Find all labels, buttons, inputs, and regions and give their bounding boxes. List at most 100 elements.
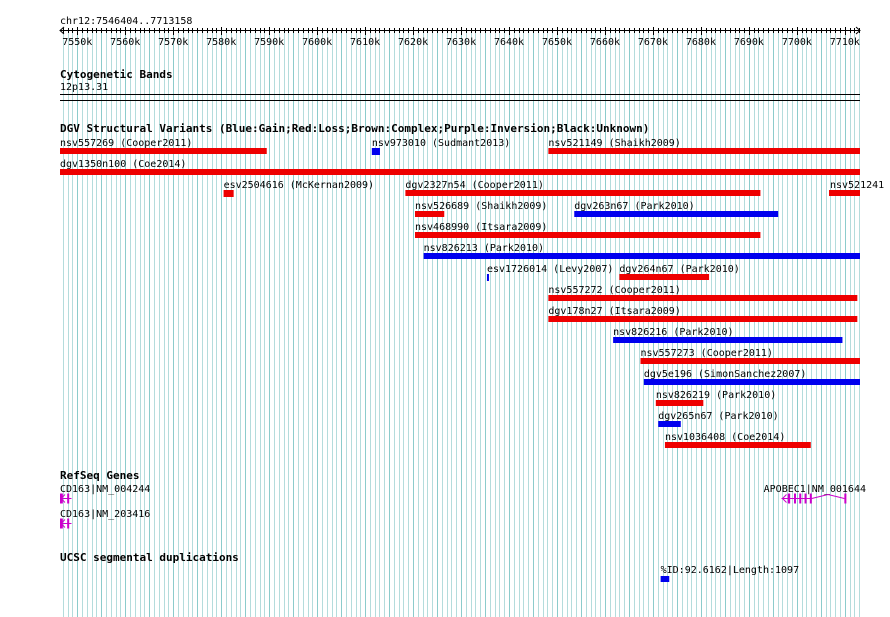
- variant-label: nsv826219 (Park2010): [656, 390, 776, 401]
- loss-variant-bar: [655, 400, 704, 406]
- loss-variant-bar: [548, 148, 860, 154]
- ruler-tick-label: 7550k: [62, 37, 92, 48]
- variant-label: dgv2327n54 (Cooper2011): [405, 180, 543, 191]
- ruler-tick-label: 7580k: [206, 37, 236, 48]
- structural-variant: nsv521149 (Shaikh2009): [548, 138, 860, 154]
- refseq-track-title: RefSeq Genes: [60, 469, 139, 482]
- gain-variant-bar: [371, 148, 380, 155]
- ruler-tick-label: 7590k: [254, 37, 284, 48]
- loss-variant-bar: [60, 169, 860, 175]
- structural-variant: nsv468990 (Itsara2009): [414, 222, 761, 238]
- loss-variant-bar: [223, 190, 234, 197]
- variant-label: dgv265n67 (Park2010): [658, 411, 778, 422]
- variant-label: dgv264n67 (Park2010): [619, 264, 739, 275]
- variant-label: dgv1350n100 (Coe2014): [60, 159, 186, 170]
- structural-variant: nsv1036408 (Coe2014): [664, 432, 811, 448]
- gene-exon: [67, 493, 70, 504]
- position-label: chr12:7546404..7713158: [60, 16, 192, 27]
- structural-variant: dgv5e196 (SimonSanchez2007): [643, 369, 860, 385]
- ruler-tick-label: 7690k: [734, 37, 764, 48]
- gene-label: APOBEC1|NM_001644: [764, 484, 866, 495]
- loss-variant-bar: [640, 358, 860, 364]
- loss-variant-bar: [405, 190, 761, 196]
- structural-variant: nsv526689 (Shaikh2009): [414, 201, 547, 217]
- gene-model: APOBEC1|NM_001644: [764, 484, 866, 504]
- loss-variant-bar: [548, 316, 858, 322]
- background-grid: [63, 30, 860, 617]
- cytoband-track: Cytogenetic Bands 12p13.31: [60, 68, 860, 101]
- structural-variant: nsv557273 (Cooper2011): [640, 348, 860, 364]
- ruler-tick-label: 7620k: [398, 37, 428, 48]
- gene-model: CD163|NM_203416: [60, 509, 150, 529]
- gene-exon: [67, 518, 70, 529]
- refseq-track: RefSeq Genes CD163|NM_004244 CD163|NM_203…: [60, 469, 866, 529]
- segdup-track-title: UCSC segmental duplications: [60, 551, 239, 564]
- loss-variant-bar: [548, 295, 858, 301]
- gene-model: CD163|NM_004244: [60, 484, 150, 504]
- gene-exon: [804, 493, 807, 504]
- structural-variant: esv1726014 (Levy2007): [486, 264, 613, 281]
- loss-variant-bar: [829, 190, 860, 196]
- ruler-left-arrow: [59, 26, 65, 35]
- loss-variant-bar: [414, 232, 761, 238]
- variant-label: nsv557273 (Cooper2011): [640, 348, 772, 359]
- structural-variant: dgv264n67 (Park2010): [619, 264, 740, 280]
- gene-exon: [799, 493, 802, 504]
- loss-variant-bar: [60, 148, 267, 154]
- variant-label: nsv521149 (Shaikh2009): [548, 138, 680, 149]
- structural-variant: esv2504616 (McKernan2009): [223, 180, 374, 197]
- variant-label: dgv263n67 (Park2010): [574, 201, 694, 212]
- gene-exon: [809, 493, 812, 504]
- variant-label: nsv826216 (Park2010): [613, 327, 733, 338]
- strand-arrow-icon: [781, 494, 787, 503]
- ruler-tick-label: 7650k: [542, 37, 572, 48]
- ruler-tick-label: 7710k: [830, 37, 860, 48]
- variant-label: nsv526689 (Shaikh2009): [415, 201, 547, 212]
- variant-label: nsv521241: [830, 180, 884, 191]
- cytoband-label: 12p13.31: [60, 82, 108, 93]
- gene-exon: [844, 493, 847, 504]
- gain-variant-bar: [486, 274, 489, 281]
- ruler-tick-label: 7640k: [494, 37, 524, 48]
- variant-label: nsv557269 (Cooper2011): [60, 138, 192, 149]
- loss-variant-bar: [664, 442, 811, 448]
- structural-variant: dgv178n27 (Itsara2009): [548, 306, 858, 322]
- ruler-tick-label: 7670k: [638, 37, 668, 48]
- ruler-tick-label: 7560k: [110, 37, 140, 48]
- structural-variant: nsv557269 (Cooper2011): [60, 138, 267, 154]
- gain-variant-bar: [423, 253, 860, 259]
- dgv-track-title: DGV Structural Variants (Blue:Gain;Red:L…: [60, 122, 649, 135]
- variant-label: esv1726014 (Levy2007): [487, 264, 613, 275]
- gene-exon: [793, 493, 796, 504]
- gain-variant-bar: [574, 211, 779, 217]
- structural-variant: nsv521241: [829, 180, 884, 196]
- ruler-tick-label: 7680k: [686, 37, 716, 48]
- structural-variant: dgv2327n54 (Cooper2011): [405, 180, 761, 196]
- loss-variant-bar: [619, 274, 710, 280]
- segdup-label: %ID:92.6162|Length:1097: [661, 565, 799, 576]
- gene-intron: [811, 493, 845, 499]
- cytoband-track-title: Cytogenetic Bands: [60, 68, 173, 81]
- segdup-bar: [660, 576, 670, 582]
- structural-variant: nsv826219 (Park2010): [655, 390, 776, 406]
- structural-variant: nsv557272 (Cooper2011): [548, 285, 858, 301]
- variant-label: nsv468990 (Itsara2009): [415, 222, 547, 233]
- position-ruler: chr12:7546404..7713158 7550k 7560k 7570k 75…: [59, 16, 861, 48]
- ruler-tick-label: 7600k: [302, 37, 332, 48]
- gene-exon: [787, 493, 791, 504]
- variant-label: nsv973010 (Sudmant2013): [372, 138, 510, 149]
- gain-variant-bar: [643, 379, 860, 385]
- variant-label: nsv1036408 (Coe2014): [665, 432, 785, 443]
- variant-label: dgv178n27 (Itsara2009): [548, 306, 680, 317]
- ruler-tick-label: 7570k: [158, 37, 188, 48]
- ruler-tick-label: 7700k: [782, 37, 812, 48]
- dgv-track: DGV Structural Variants (Blue:Gain;Red:L…: [60, 122, 884, 448]
- gain-variant-bar: [613, 337, 843, 343]
- gene-label: CD163|NM_203416: [60, 509, 150, 520]
- variant-label: nsv557272 (Cooper2011): [548, 285, 680, 296]
- ruler-tick-label: 7610k: [350, 37, 380, 48]
- gain-variant-bar: [658, 421, 681, 427]
- structural-variant: nsv826213 (Park2010): [423, 243, 860, 259]
